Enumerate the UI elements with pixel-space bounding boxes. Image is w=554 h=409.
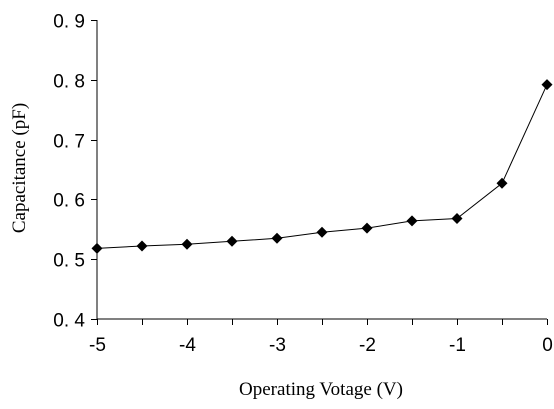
data-point-marker (316, 226, 328, 238)
y-tick-label: 0. 6 (53, 191, 85, 212)
series-line (96, 84, 548, 249)
y-axis-title: Capacitance (pF) (9, 103, 30, 233)
data-point-marker (271, 232, 283, 244)
data-point-marker (181, 238, 193, 250)
y-tick-label: 0. 5 (53, 251, 85, 272)
x-tick-label: -4 (179, 335, 196, 356)
data-point-marker (136, 240, 148, 252)
y-tick-label: 0. 7 (53, 132, 85, 153)
data-point-marker (361, 222, 373, 234)
x-axis-title: Operating Votage (V) (239, 379, 403, 400)
y-tick-label: 0. 9 (53, 12, 85, 33)
data-point-marker (226, 235, 238, 247)
series (91, 79, 553, 254)
data-point-marker (91, 242, 103, 254)
y-tick-label: 0. 8 (53, 72, 85, 93)
y-tick-label: 0. 4 (53, 311, 85, 332)
data-point-marker (406, 215, 418, 227)
axes: 0. 4 0. 5 0. 6 0. 7 0. 8 0. 9 -5 -4 -3 -2 -1 0 (53, 12, 552, 357)
x-tick-label: 0 (542, 335, 553, 356)
data-point-marker (451, 213, 463, 225)
x-tick-label: -2 (359, 335, 376, 356)
x-tick-label: -3 (269, 335, 286, 356)
data-point-marker (496, 177, 508, 189)
x-tick-label: -5 (89, 335, 106, 356)
x-tick-label: -1 (449, 335, 466, 356)
data-point-marker (541, 79, 553, 91)
